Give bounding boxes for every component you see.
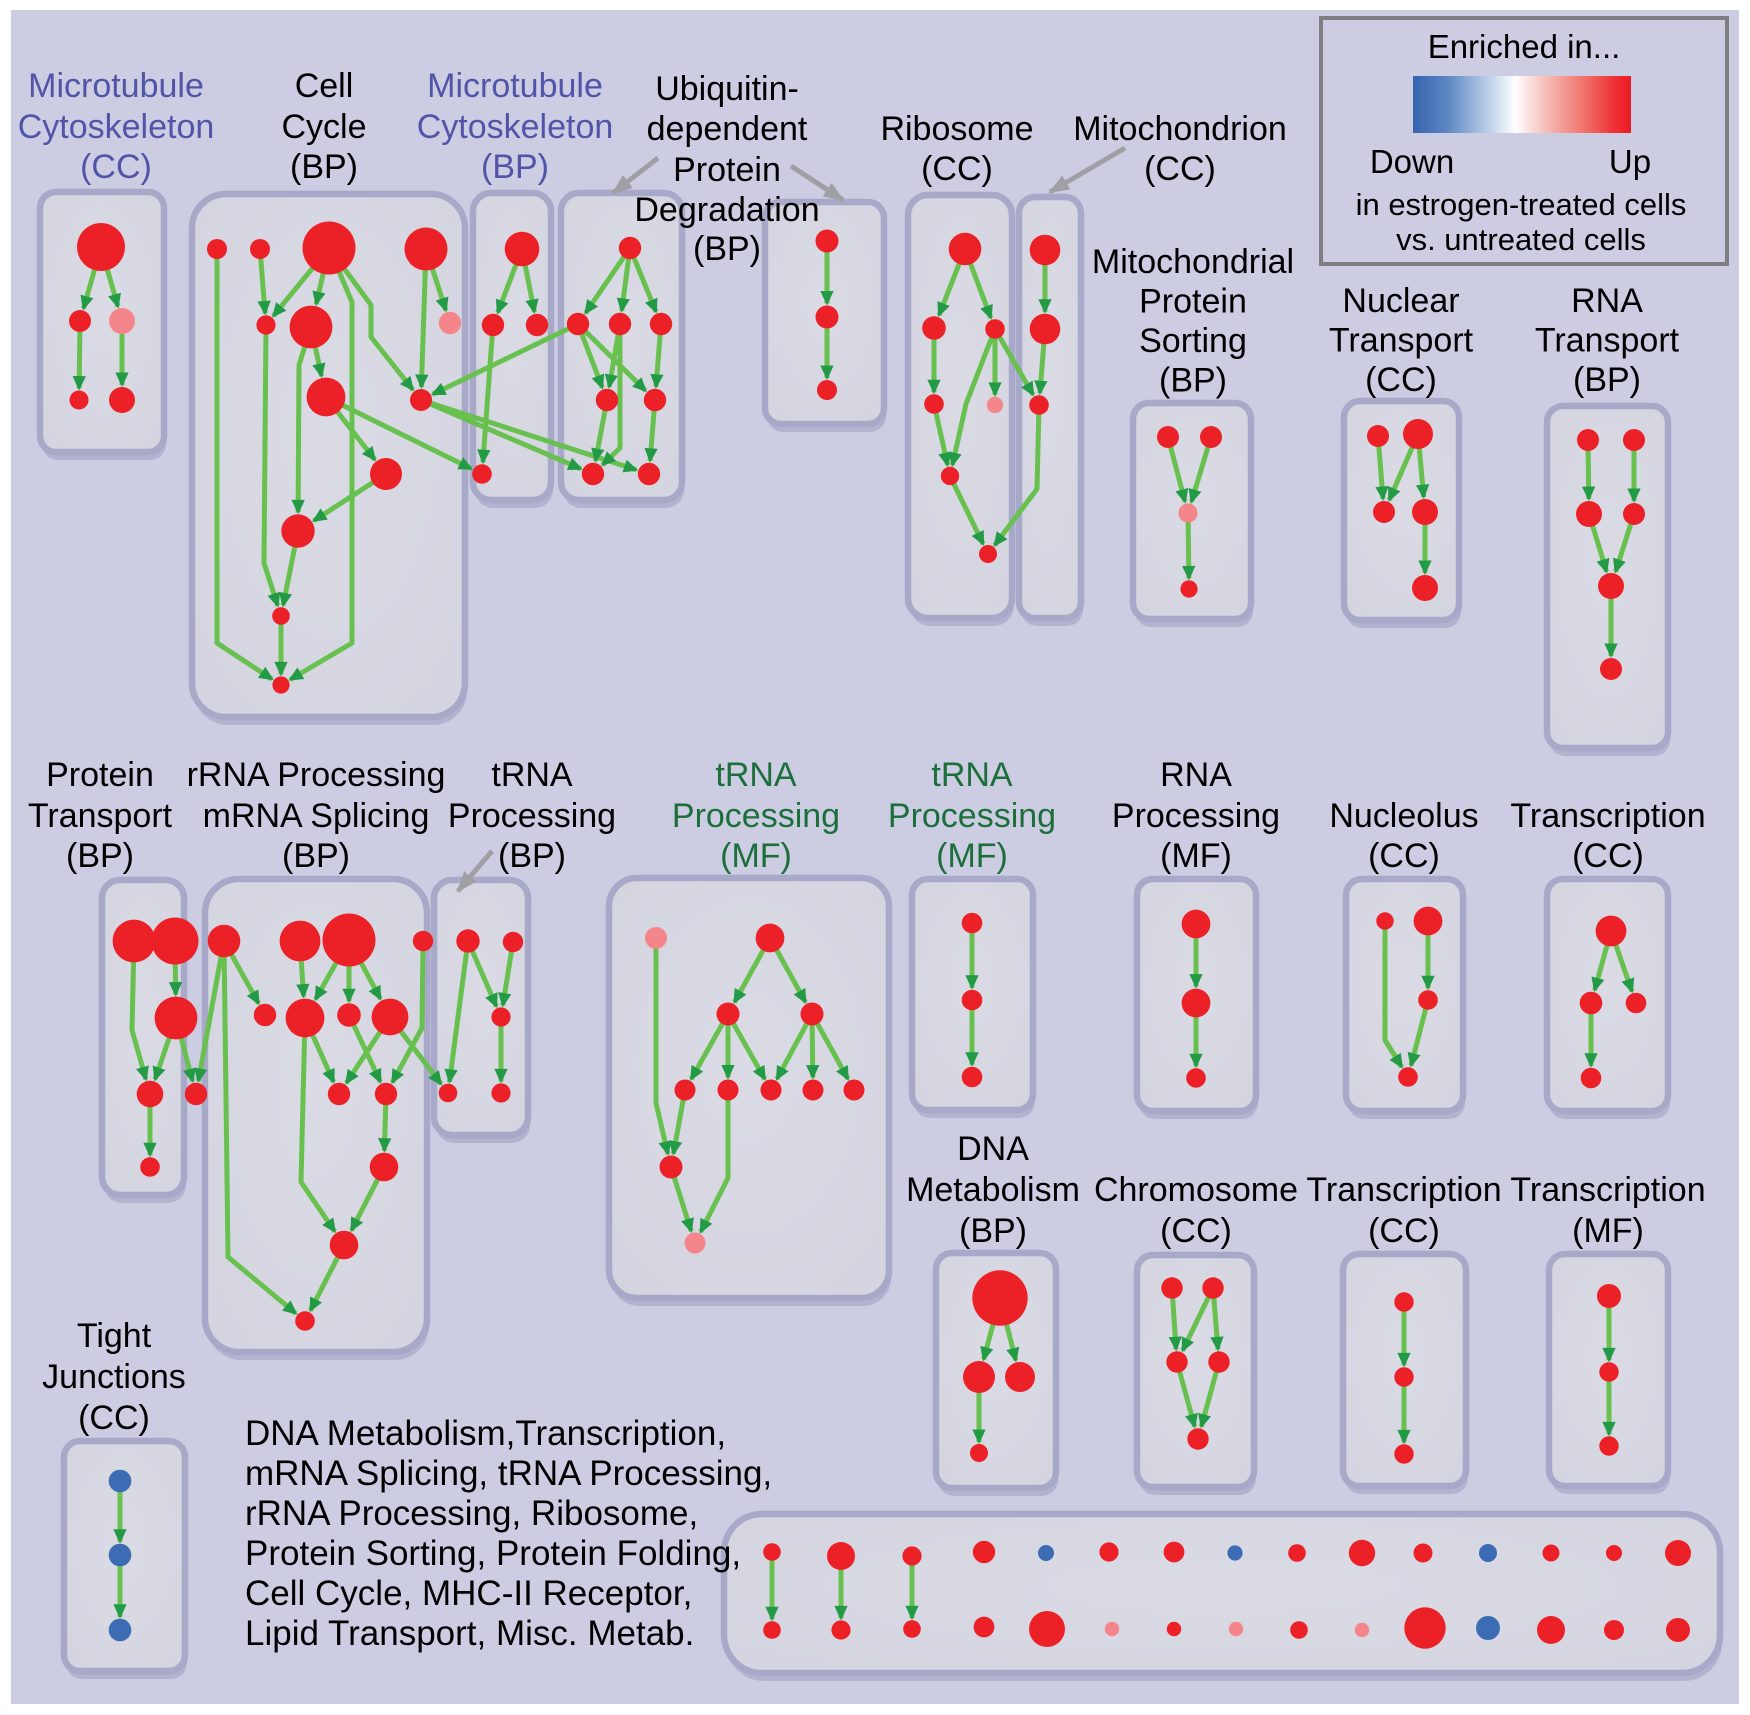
svg-text:Mitochondrial: Mitochondrial [1092, 243, 1294, 281]
svg-text:(MF): (MF) [1160, 837, 1232, 875]
svg-text:(CC): (CC) [80, 148, 152, 186]
svg-text:Cycle: Cycle [281, 108, 366, 146]
svg-text:dependent: dependent [647, 110, 808, 148]
svg-text:(CC): (CC) [921, 150, 993, 188]
svg-text:(MF): (MF) [720, 837, 792, 875]
svg-text:Junctions: Junctions [42, 1358, 186, 1396]
svg-text:Degradation: Degradation [634, 191, 819, 229]
svg-text:(BP): (BP) [481, 148, 549, 186]
svg-text:Nucleolus: Nucleolus [1329, 797, 1478, 835]
svg-text:(MF): (MF) [936, 837, 1008, 875]
svg-text:(CC): (CC) [1144, 150, 1216, 188]
svg-text:(BP): (BP) [1573, 361, 1641, 399]
svg-text:vs. untreated cells: vs. untreated cells [1396, 222, 1646, 257]
svg-text:Processing: Processing [888, 797, 1056, 835]
svg-text:Down: Down [1370, 143, 1454, 180]
svg-text:rRNA Processing, Ribosome,: rRNA Processing, Ribosome, [245, 1494, 698, 1533]
svg-text:(BP): (BP) [290, 148, 358, 186]
svg-text:Processing: Processing [672, 797, 840, 835]
svg-text:Protein: Protein [46, 756, 154, 794]
svg-text:Mitochondrion: Mitochondrion [1073, 110, 1287, 148]
svg-text:Cytoskeleton: Cytoskeleton [18, 108, 215, 146]
svg-text:Transcription: Transcription [1510, 797, 1705, 835]
svg-text:RNA: RNA [1571, 282, 1643, 320]
svg-text:Protein: Protein [1139, 283, 1247, 321]
svg-text:Cell: Cell [295, 67, 354, 105]
svg-text:Enriched in...: Enriched in... [1428, 28, 1621, 65]
svg-text:Tight: Tight [77, 1317, 152, 1355]
svg-text:Processing: Processing [448, 797, 616, 835]
svg-text:(CC): (CC) [1368, 837, 1440, 875]
svg-text:Ribosome: Ribosome [880, 110, 1033, 148]
svg-text:(CC): (CC) [1572, 837, 1644, 875]
svg-text:in estrogen-treated cells: in estrogen-treated cells [1356, 187, 1687, 222]
svg-text:(CC): (CC) [1365, 361, 1437, 399]
svg-text:Transport: Transport [1329, 322, 1474, 360]
svg-text:(CC): (CC) [1160, 1212, 1232, 1250]
svg-text:Ubiquitin-: Ubiquitin- [655, 70, 799, 108]
svg-text:Microtubule: Microtubule [28, 67, 204, 105]
svg-text:mRNA Splicing, tRNA Processing: mRNA Splicing, tRNA Processing, [245, 1454, 772, 1493]
svg-text:DNA: DNA [957, 1130, 1029, 1168]
svg-text:(BP): (BP) [1159, 362, 1227, 400]
svg-text:tRNA: tRNA [715, 756, 797, 794]
svg-text:Cytoskeleton: Cytoskeleton [417, 108, 614, 146]
svg-text:Protein: Protein [673, 151, 781, 189]
svg-text:Chromosome: Chromosome [1094, 1171, 1298, 1209]
svg-text:Nuclear: Nuclear [1342, 282, 1459, 320]
svg-text:Sorting: Sorting [1139, 322, 1247, 360]
svg-text:mRNA Splicing: mRNA Splicing [203, 797, 430, 835]
svg-text:(CC): (CC) [1368, 1212, 1440, 1250]
svg-text:tRNA: tRNA [491, 756, 573, 794]
svg-text:(BP): (BP) [498, 837, 566, 875]
svg-text:Transport: Transport [1535, 322, 1680, 360]
svg-text:(BP): (BP) [282, 837, 350, 875]
svg-text:(BP): (BP) [693, 230, 761, 268]
svg-text:Cell Cycle, MHC-II Receptor,: Cell Cycle, MHC-II Receptor, [245, 1574, 692, 1613]
svg-text:Metabolism: Metabolism [906, 1171, 1080, 1209]
svg-text:rRNA Processing: rRNA Processing [187, 756, 446, 794]
svg-text:RNA: RNA [1160, 756, 1232, 794]
svg-text:(MF): (MF) [1572, 1212, 1644, 1250]
svg-text:DNA Metabolism,Transcription,: DNA Metabolism,Transcription, [245, 1414, 726, 1453]
svg-text:Lipid Transport, Misc. Metab.: Lipid Transport, Misc. Metab. [245, 1614, 694, 1653]
svg-text:Transcription: Transcription [1510, 1171, 1705, 1209]
svg-text:Transport: Transport [28, 797, 173, 835]
svg-text:Microtubule: Microtubule [427, 67, 603, 105]
svg-text:Up: Up [1609, 143, 1651, 180]
svg-text:Protein Sorting, Protein Foldi: Protein Sorting, Protein Folding, [245, 1534, 741, 1573]
svg-text:(BP): (BP) [959, 1212, 1027, 1250]
svg-text:(BP): (BP) [66, 837, 134, 875]
svg-text:tRNA: tRNA [931, 756, 1013, 794]
svg-text:Processing: Processing [1112, 797, 1280, 835]
svg-text:(CC): (CC) [78, 1399, 150, 1437]
svg-text:Transcription: Transcription [1306, 1171, 1501, 1209]
